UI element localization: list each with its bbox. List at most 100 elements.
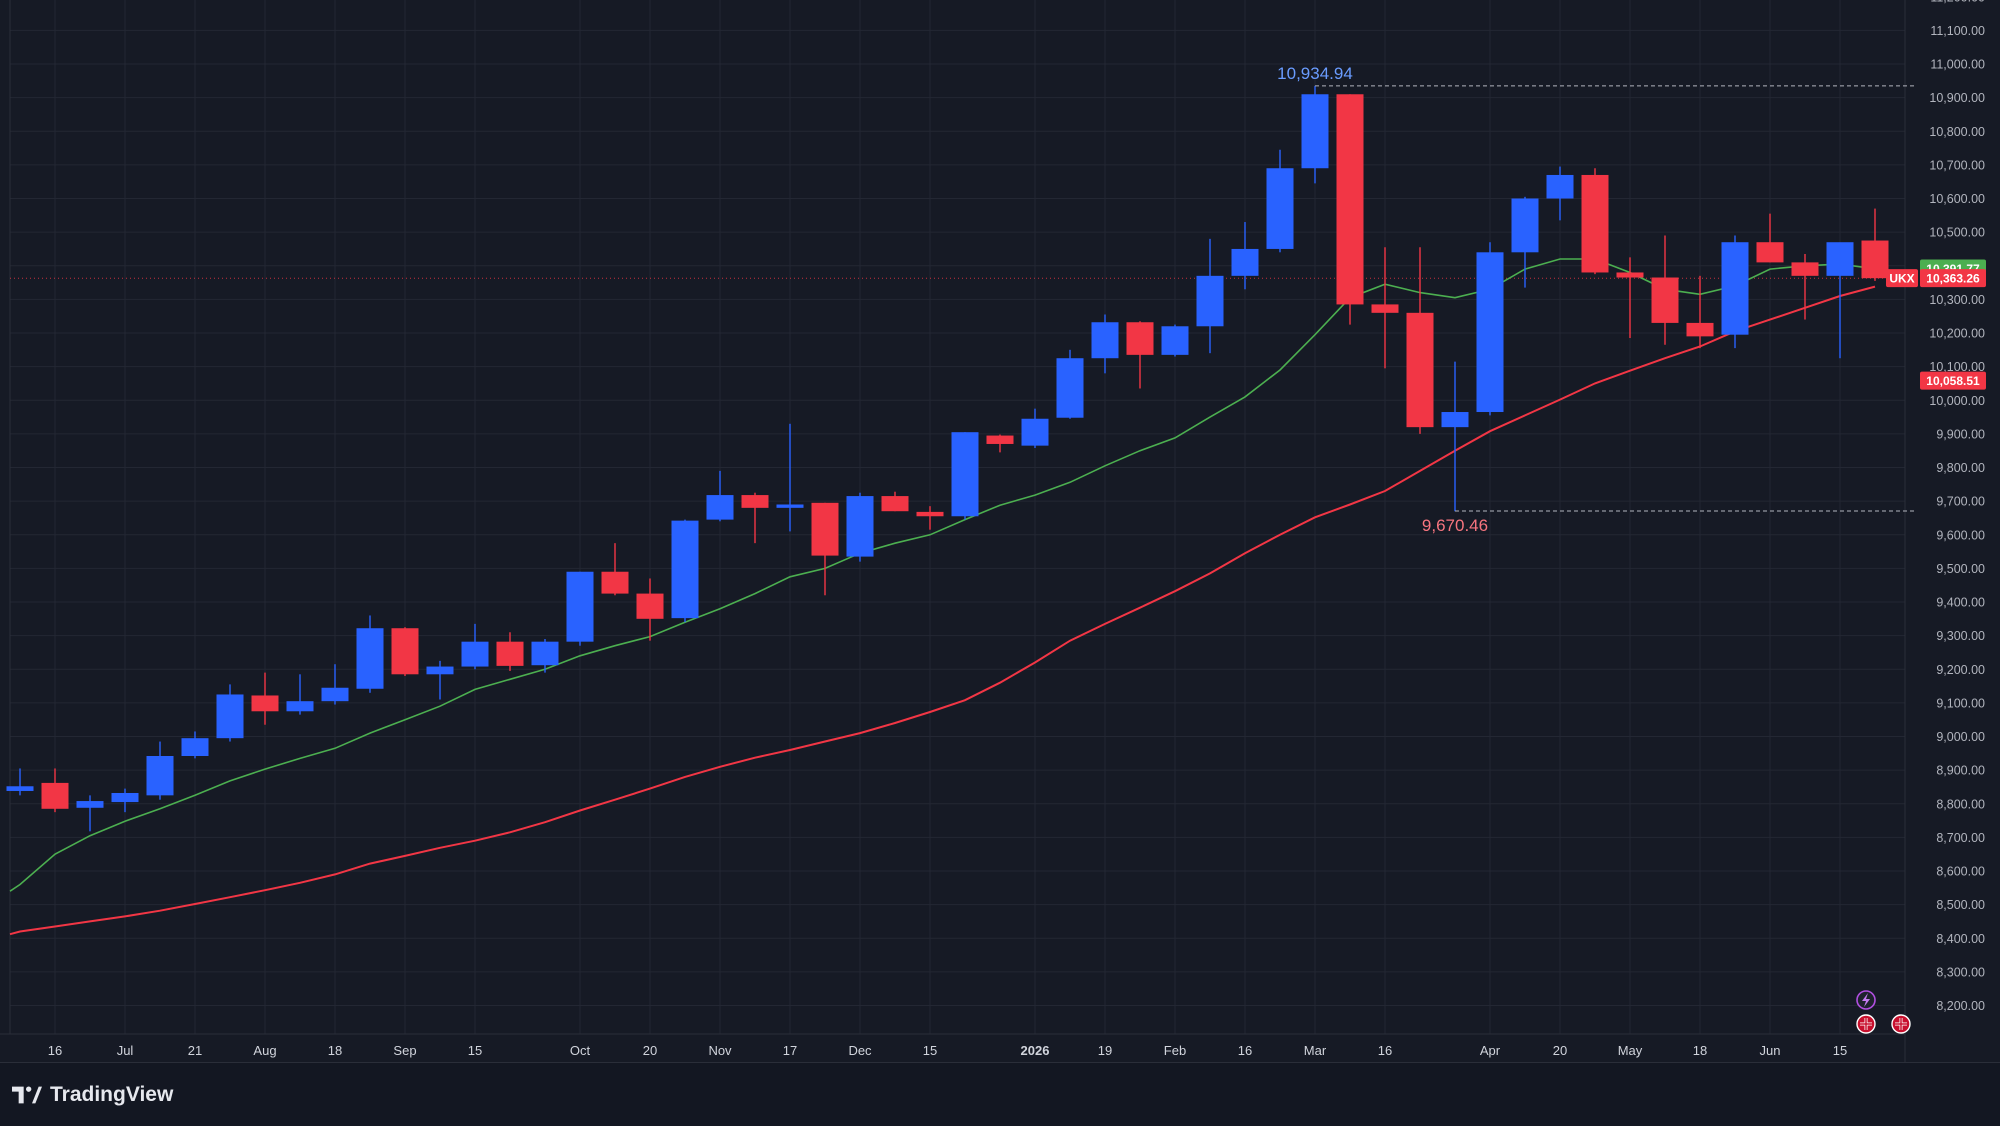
candle-body[interactable]: [986, 435, 1014, 444]
candle-body[interactable]: [846, 496, 874, 557]
candle-body[interactable]: [1371, 304, 1399, 313]
price-scale-badge-label: 10,058.51: [1926, 374, 1980, 388]
candle-body[interactable]: [76, 801, 104, 808]
candle-body[interactable]: [811, 502, 839, 556]
price-scale-badge: [1920, 269, 1986, 288]
price-tick-label: 8,800.00: [1936, 797, 1985, 811]
ma-slow-line: [9, 285, 1876, 936]
price-tick-label: 9,700.00: [1936, 495, 1985, 509]
candle-body[interactable]: [1651, 277, 1679, 323]
candle-body[interactable]: [1826, 242, 1854, 276]
candle-body[interactable]: [1756, 242, 1784, 263]
candle-body[interactable]: [1721, 242, 1749, 335]
price-tick-label: 9,600.00: [1936, 528, 1985, 542]
candle-body[interactable]: [671, 520, 699, 619]
price-tick-label: 11,000.00: [1930, 58, 1985, 72]
candle-body[interactable]: [1616, 272, 1644, 278]
candle-body[interactable]: [916, 511, 944, 517]
price-tick-label: 9,300.00: [1936, 629, 1985, 643]
price-tick-label: 8,500.00: [1936, 898, 1985, 912]
price-tick-label: 8,300.00: [1936, 965, 1985, 979]
symbol-badge-label: UKX: [1889, 272, 1914, 286]
price-tick-label: 10,100.00: [1929, 360, 1985, 374]
price-scale-badge: [1920, 371, 1986, 390]
price-tick-label: 8,900.00: [1936, 764, 1985, 778]
price-tick-label: 8,700.00: [1936, 831, 1985, 845]
uk-flag-cross-icon: [1895, 1018, 1907, 1030]
candle-body[interactable]: [146, 756, 174, 796]
candle-body[interactable]: [1861, 240, 1889, 279]
candle-body[interactable]: [1791, 262, 1819, 276]
candle-body[interactable]: [496, 641, 524, 666]
candle-body[interactable]: [951, 432, 979, 517]
candle-body[interactable]: [461, 641, 489, 667]
candle-body[interactable]: [1406, 312, 1434, 428]
time-tick-label: 18: [328, 1043, 342, 1058]
candle-body[interactable]: [391, 628, 419, 675]
candle-body[interactable]: [1126, 322, 1154, 355]
candle-body[interactable]: [321, 687, 349, 702]
candle-body[interactable]: [1161, 326, 1189, 355]
candle-body[interactable]: [1511, 198, 1539, 253]
candle-body[interactable]: [356, 628, 384, 689]
time-tick-label: 17: [783, 1043, 797, 1058]
time-tick-label: 15: [1833, 1043, 1847, 1058]
candle-body[interactable]: [111, 792, 139, 803]
candle-body[interactable]: [1476, 252, 1504, 413]
time-tick-label: 16: [1378, 1043, 1392, 1058]
candle-body[interactable]: [776, 504, 804, 508]
tradingview-brand[interactable]: TradingView: [12, 1083, 173, 1107]
time-tick-label: Sep: [393, 1043, 416, 1058]
candle-body[interactable]: [1336, 94, 1364, 305]
candle-body[interactable]: [1686, 322, 1714, 337]
candle-body[interactable]: [1091, 322, 1119, 359]
time-tick-label: Dec: [848, 1043, 872, 1058]
candle-body[interactable]: [6, 786, 34, 791]
candle-body[interactable]: [181, 738, 209, 757]
candle-body[interactable]: [1581, 174, 1609, 273]
candle-body[interactable]: [251, 695, 279, 712]
candle-body[interactable]: [601, 571, 629, 594]
candle-body[interactable]: [41, 782, 69, 809]
candle-body[interactable]: [426, 666, 454, 675]
time-tick-label: 19: [1098, 1043, 1112, 1058]
candle-body[interactable]: [1301, 94, 1329, 169]
price-tick-label: 8,400.00: [1936, 932, 1985, 946]
candle-body[interactable]: [566, 571, 594, 642]
candle-body[interactable]: [216, 694, 244, 739]
time-tick-label: 20: [643, 1043, 657, 1058]
price-tick-label: 9,000.00: [1936, 730, 1985, 744]
candle-body[interactable]: [1021, 418, 1049, 446]
price-tick-label: 10,700.00: [1929, 158, 1985, 172]
candle-body[interactable]: [1546, 174, 1574, 199]
time-tick-label: 16: [1238, 1043, 1252, 1058]
candle-body[interactable]: [636, 593, 664, 619]
price-tick-label: 10,900.00: [1929, 91, 1985, 105]
price-tick-label: 9,900.00: [1936, 427, 1985, 441]
candle-body[interactable]: [1196, 275, 1224, 327]
time-tick-label: 15: [468, 1043, 482, 1058]
candle-body[interactable]: [286, 701, 314, 712]
time-tick-label: Apr: [1480, 1043, 1501, 1058]
candle-body[interactable]: [531, 641, 559, 666]
candle-body[interactable]: [741, 495, 769, 508]
ma-fast-line: [9, 258, 1876, 892]
candle-body[interactable]: [881, 496, 909, 512]
high-annotation-label: 10,934.94: [1277, 64, 1353, 83]
candle-body[interactable]: [1266, 168, 1294, 249]
time-tick-label: 15: [923, 1043, 937, 1058]
candle-body[interactable]: [1231, 248, 1259, 276]
time-tick-label: Oct: [570, 1043, 591, 1058]
price-tick-label: 9,500.00: [1936, 562, 1985, 576]
price-tick-label: 10,500.00: [1929, 226, 1985, 240]
candlestick-chart[interactable]: 10,934.94 9,670.46 8,200.00 8,300.00 8,400.0…: [0, 0, 2000, 1062]
price-tick-label: 10,200.00: [1929, 327, 1985, 341]
candle-body[interactable]: [1056, 358, 1084, 418]
candle-body[interactable]: [1441, 412, 1469, 428]
brand-name: TradingView: [50, 1083, 174, 1106]
candle-body[interactable]: [706, 495, 734, 520]
time-tick-label: Feb: [1164, 1043, 1186, 1058]
time-tick-label: 2026: [1021, 1043, 1050, 1058]
tradingview-logo-icon: [12, 1086, 42, 1104]
